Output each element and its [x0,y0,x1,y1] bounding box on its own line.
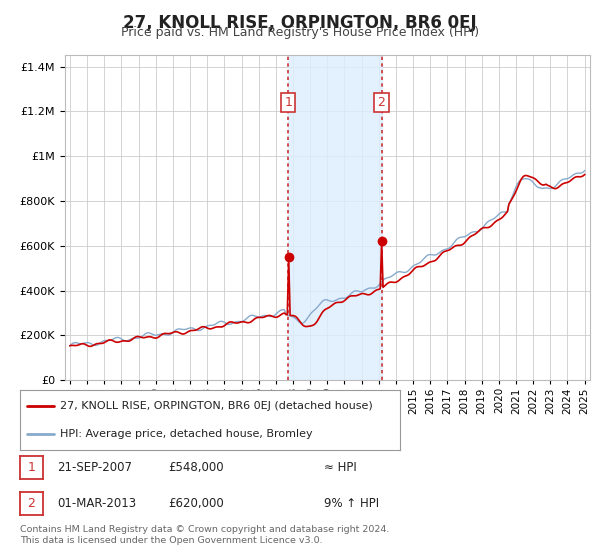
Text: £548,000: £548,000 [168,461,224,474]
Text: 2: 2 [27,497,35,510]
Text: 21-SEP-2007: 21-SEP-2007 [57,461,132,474]
Text: Contains HM Land Registry data © Crown copyright and database right 2024.
This d: Contains HM Land Registry data © Crown c… [20,525,389,545]
Text: 1: 1 [284,96,292,109]
Text: HPI: Average price, detached house, Bromley: HPI: Average price, detached house, Brom… [59,429,313,439]
Text: 2: 2 [377,96,385,109]
Text: 1: 1 [27,461,35,474]
Text: 27, KNOLL RISE, ORPINGTON, BR6 0EJ: 27, KNOLL RISE, ORPINGTON, BR6 0EJ [123,14,477,32]
Text: 01-MAR-2013: 01-MAR-2013 [57,497,136,510]
Text: Price paid vs. HM Land Registry's House Price Index (HPI): Price paid vs. HM Land Registry's House … [121,26,479,39]
Text: £620,000: £620,000 [168,497,224,510]
Text: 9% ↑ HPI: 9% ↑ HPI [324,497,379,510]
Text: ≈ HPI: ≈ HPI [324,461,357,474]
Bar [288,55,382,380]
Text: 27, KNOLL RISE, ORPINGTON, BR6 0EJ (detached house): 27, KNOLL RISE, ORPINGTON, BR6 0EJ (deta… [59,402,373,412]
